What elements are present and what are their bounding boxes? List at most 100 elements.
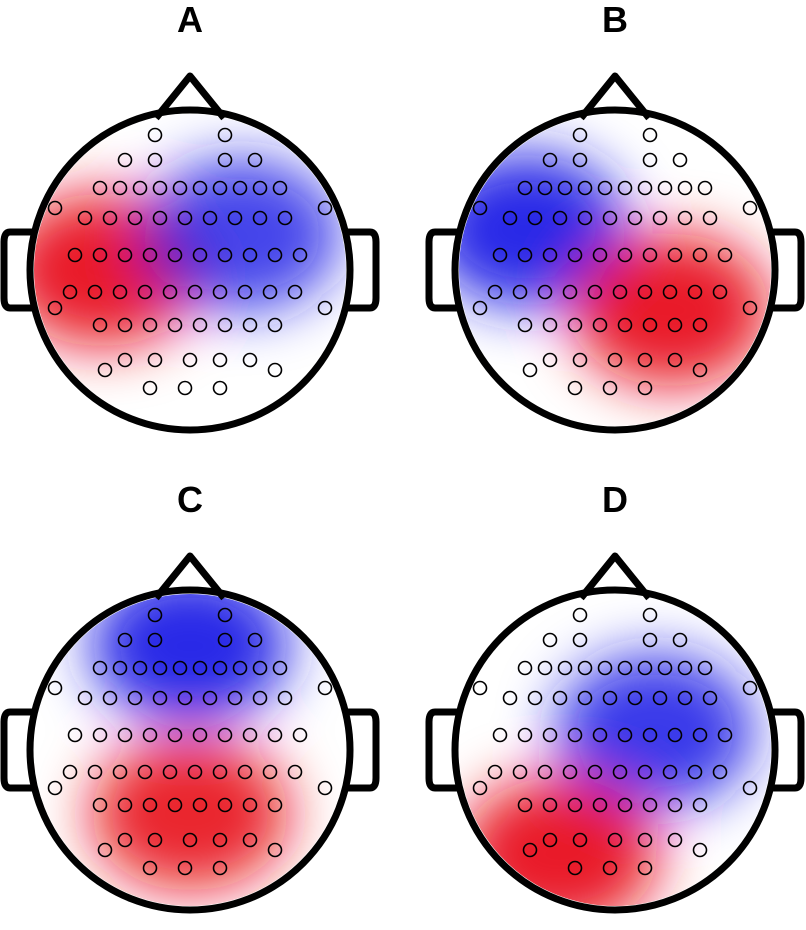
electrode-marker-icon: [317, 780, 333, 796]
electrode-marker-icon: [542, 352, 558, 368]
electrode-marker-icon: [517, 247, 533, 263]
electrode-marker-icon: [537, 180, 553, 196]
electrode-marker-icon: [92, 247, 108, 263]
potential-blob: [142, 158, 341, 312]
electrode-marker-icon: [567, 727, 583, 743]
electrode-marker-icon: [192, 797, 208, 813]
electrode-marker-icon: [517, 660, 533, 676]
potential-blob: [90, 594, 290, 723]
electrode-marker-icon: [252, 210, 268, 226]
electrode-marker-icon: [637, 352, 653, 368]
electrode-marker-icon: [572, 632, 588, 648]
electrode-marker-icon: [147, 352, 163, 368]
electrode-marker-icon: [267, 842, 283, 858]
electrode-marker-icon: [167, 797, 183, 813]
electrode-marker-icon: [252, 660, 268, 676]
electrode-marker-icon: [117, 152, 133, 168]
electrode-marker-icon: [617, 247, 633, 263]
scalp-map-a: [0, 72, 380, 434]
electrode-marker-icon: [667, 727, 683, 743]
electrode-marker-icon: [232, 180, 248, 196]
electrode-layout: [47, 607, 333, 876]
electrode-marker-icon: [92, 180, 108, 196]
electrode-marker-icon: [192, 727, 208, 743]
electrode-marker-icon: [637, 764, 653, 780]
electrode-marker-icon: [597, 660, 613, 676]
electrode-marker-icon: [517, 727, 533, 743]
electrode-marker-icon: [162, 764, 178, 780]
electrode-marker-icon: [592, 797, 608, 813]
electrode-marker-icon: [92, 660, 108, 676]
electrode-marker-icon: [112, 284, 128, 300]
electrode-marker-icon: [677, 210, 693, 226]
electrode-marker-icon: [472, 780, 488, 796]
electrode-marker-icon: [662, 284, 678, 300]
electrode-marker-icon: [742, 300, 758, 316]
electrode-marker-icon: [642, 317, 658, 333]
electrode-marker-icon: [152, 210, 168, 226]
electrode-layout: [472, 127, 758, 396]
electrode-marker-icon: [567, 860, 583, 876]
electrode-marker-icon: [642, 127, 658, 143]
electrode-marker-icon: [142, 380, 158, 396]
electrode-marker-icon: [642, 632, 658, 648]
electrode-marker-icon: [607, 832, 623, 848]
electrode-marker-icon: [492, 247, 508, 263]
electrode-marker-icon: [702, 210, 718, 226]
panel-c: C: [0, 480, 380, 920]
electrode-marker-icon: [217, 797, 233, 813]
electrode-marker-icon: [117, 632, 133, 648]
electrode-marker-icon: [667, 247, 683, 263]
electrode-marker-icon: [512, 284, 528, 300]
electrode-marker-icon: [677, 660, 693, 676]
electrode-marker-icon: [212, 180, 228, 196]
electrode-marker-icon: [742, 680, 758, 696]
electrode-marker-icon: [192, 247, 208, 263]
electrode-marker-icon: [607, 352, 623, 368]
electrode-marker-icon: [502, 210, 518, 226]
electrode-marker-icon: [502, 690, 518, 706]
electrode-marker-icon: [117, 797, 133, 813]
head-outline-icon: [26, 586, 354, 914]
electrode-marker-icon: [542, 727, 558, 743]
electrode-marker-icon: [517, 797, 533, 813]
electrode-marker-icon: [592, 727, 608, 743]
electrode-marker-icon: [567, 797, 583, 813]
ear-icon: [348, 228, 380, 312]
electrode-marker-icon: [117, 727, 133, 743]
electrode-marker-icon: [217, 632, 233, 648]
electrode-marker-icon: [292, 247, 308, 263]
electrode-marker-icon: [87, 284, 103, 300]
electrode-marker-icon: [187, 764, 203, 780]
electrode-marker-icon: [227, 690, 243, 706]
electrode-marker-icon: [487, 764, 503, 780]
electrode-marker-icon: [742, 780, 758, 796]
electrode-marker-icon: [657, 180, 673, 196]
electrode-marker-icon: [217, 607, 233, 623]
electrode-marker-icon: [142, 797, 158, 813]
electrode-marker-icon: [92, 317, 108, 333]
electrode-marker-icon: [692, 317, 708, 333]
electrode-marker-icon: [472, 200, 488, 216]
electrode-marker-icon: [552, 690, 568, 706]
electrode-marker-icon: [117, 247, 133, 263]
potential-field: [459, 114, 771, 426]
electrode-marker-icon: [187, 284, 203, 300]
electrode-marker-icon: [317, 200, 333, 216]
electrode-marker-icon: [542, 247, 558, 263]
electrode-marker-icon: [667, 317, 683, 333]
electrode-marker-icon: [687, 284, 703, 300]
electrode-marker-icon: [637, 284, 653, 300]
scalp-map-c: [0, 552, 380, 914]
electrode-marker-icon: [177, 690, 193, 706]
electrode-marker-icon: [137, 764, 153, 780]
electrode-marker-icon: [612, 764, 628, 780]
electrode-marker-icon: [572, 127, 588, 143]
electrode-marker-icon: [142, 317, 158, 333]
ear-icon: [773, 708, 805, 792]
electrode-marker-icon: [542, 832, 558, 848]
electrode-marker-icon: [617, 797, 633, 813]
electrode-marker-icon: [602, 380, 618, 396]
electrode-marker-icon: [177, 860, 193, 876]
panel-label: C: [177, 479, 203, 520]
